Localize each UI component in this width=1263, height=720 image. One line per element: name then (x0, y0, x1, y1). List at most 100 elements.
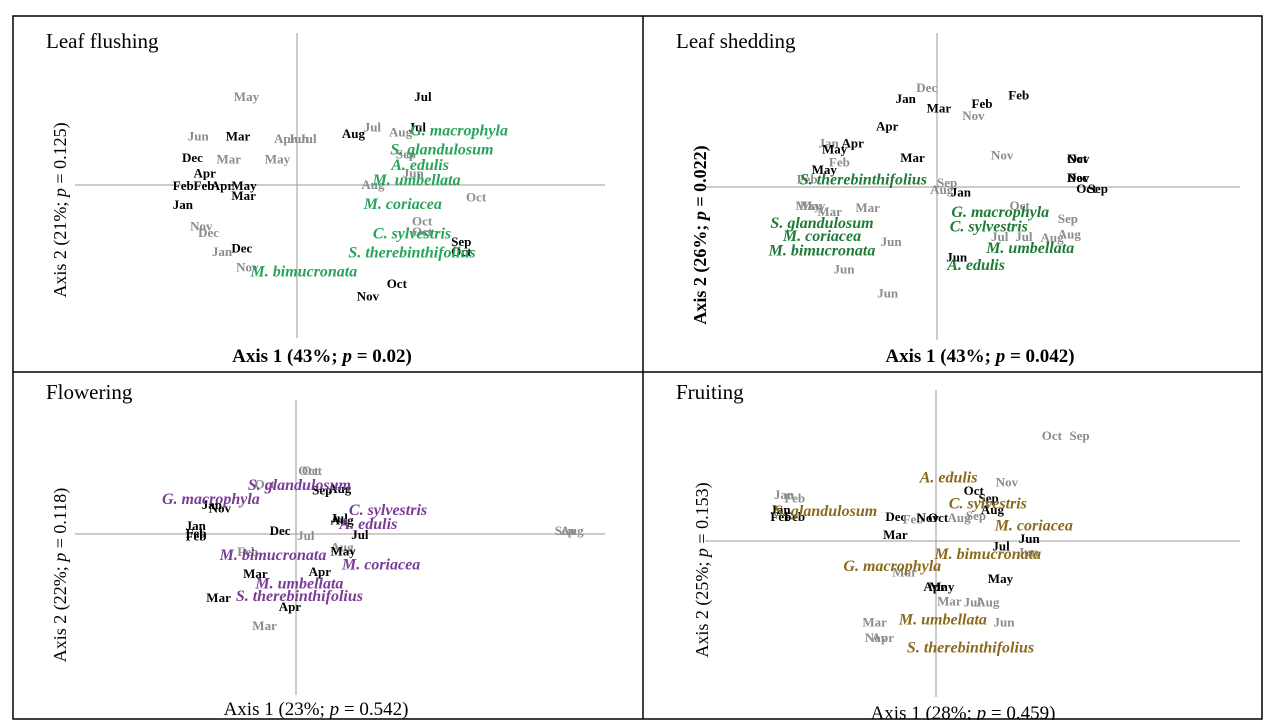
x-axis-label: Axis 1 (23%; p = 0.542) (224, 699, 409, 720)
month-label: Nov (209, 500, 232, 515)
y-axis-label: Axis 2 (25%; p = 0.153) (692, 482, 713, 657)
month-label: Apr (842, 135, 865, 150)
panel-title: Leaf flushing (46, 29, 159, 53)
species-label: G. macrophyla (410, 123, 508, 140)
panel-title: Fruiting (676, 380, 744, 404)
month-label: Apr (876, 119, 899, 134)
month-label: Sep (966, 508, 986, 523)
species-label: A. edulis (390, 157, 449, 174)
month-label: Feb (186, 529, 207, 544)
month-label: Dec (198, 225, 219, 240)
month-label: Mar (883, 527, 908, 542)
month-label: Feb (186, 526, 207, 541)
species-label: M. bimucronata (219, 547, 327, 564)
month-label: Nov (1067, 151, 1090, 166)
month-label: Jul (991, 229, 1009, 244)
month-label: Apr (309, 564, 332, 579)
species-label: G. macrophyla (843, 558, 941, 575)
month-label: Jul (964, 594, 982, 609)
month-label: Nov (865, 630, 888, 645)
month-label: Jul (297, 528, 315, 543)
month-label: Sep (451, 234, 471, 249)
month-label: Nov (991, 147, 1014, 162)
month-label: May (812, 162, 838, 177)
month-label: Feb (829, 155, 850, 170)
figure-frame (12, 15, 1263, 720)
month-label: Oct (1067, 151, 1088, 166)
month-label: Apr (923, 579, 946, 594)
month-label: Jun (288, 131, 310, 146)
month-label: Jun (834, 261, 856, 276)
month-label: Jan (186, 518, 207, 533)
month-label: Mar (817, 204, 842, 219)
month-label: Mar (862, 614, 887, 629)
month-label: Oct (1010, 198, 1031, 213)
month-label: Feb (903, 512, 924, 527)
month-label: Aug (389, 125, 413, 140)
month-label: Oct (1042, 428, 1063, 443)
month-label: Jun (403, 165, 425, 180)
species-label: S. glandulosum (390, 142, 493, 159)
month-label: Nov (236, 259, 259, 274)
month-label: Jul (364, 120, 382, 135)
month-label: Jun (1019, 531, 1041, 546)
month-label: Mar (900, 150, 925, 165)
month-label: May (331, 544, 357, 559)
month-label: Sep (937, 175, 957, 190)
species-label: S. glandulosum (774, 503, 877, 520)
month-label: Jan (774, 487, 795, 502)
month-label: Feb (173, 178, 194, 193)
month-label: Aug (976, 594, 1000, 609)
y-axis-label: Axis 2 (22%; p = 0.118) (50, 488, 71, 662)
month-label: May (231, 178, 257, 193)
month-label: May (822, 141, 848, 156)
month-label: Jan (896, 91, 917, 106)
month-label: Feb (972, 96, 993, 111)
species-label: S. therebinthifolius (907, 639, 1034, 656)
species-label: M. bimucronata (768, 242, 876, 259)
species-label: G. macrophyla (951, 204, 1049, 221)
month-label: Mar (892, 565, 917, 580)
month-label: Nov (357, 289, 380, 304)
species-label: C. sylvestris (349, 502, 427, 519)
month-label: Feb (797, 171, 818, 186)
month-label: May (929, 579, 955, 594)
month-label: Nov (996, 474, 1019, 489)
month-label: Jul (1015, 229, 1033, 244)
panel-title: Leaf shedding (676, 29, 796, 53)
month-label: Jan (770, 502, 791, 517)
month-label: Oct (302, 463, 323, 478)
month-label: Aug (1041, 230, 1065, 245)
month-label: Dec (231, 240, 252, 255)
month-label: May (265, 151, 291, 166)
month-label: Feb (194, 178, 215, 193)
month-label: Sep (1058, 211, 1078, 226)
month-label: Dec (270, 523, 291, 538)
month-label: Jul (351, 527, 369, 542)
x-axis-label: Axis 1 (43%; p = 0.042) (885, 346, 1074, 367)
month-label: May (234, 89, 260, 104)
species-label: M. umbellata (372, 172, 461, 189)
month-label: Oct (298, 463, 319, 478)
species-label: C. sylvestris (950, 218, 1028, 235)
species-label: M. bimucronata (250, 263, 358, 280)
month-label: Sep (312, 482, 332, 497)
x-axis-label: Axis 1 (28%; p = 0.459) (871, 703, 1056, 720)
panel-fruiting: Fruiting Oct SepNovJanFebOctSepAugJanFebF… (676, 380, 1240, 720)
month-label: Nov (190, 219, 213, 234)
species-label: M. coriacea (341, 556, 420, 573)
month-label: Jan (819, 135, 840, 150)
y-axis-label: Axis 2 (26%; p = 0.022) (690, 145, 711, 324)
month-label: Sep (555, 523, 575, 538)
species-label: M. umbellata (898, 612, 987, 629)
month-label: Mar (226, 129, 251, 144)
panel-title: Flowering (46, 380, 133, 404)
species-label: S. therebinthifolius (236, 588, 363, 605)
month-label: Aug (328, 481, 352, 496)
month-label: Feb (237, 544, 258, 559)
month-label: Mar (231, 188, 256, 203)
month-label: Oct (928, 510, 949, 525)
month-label: Sep (396, 146, 416, 161)
